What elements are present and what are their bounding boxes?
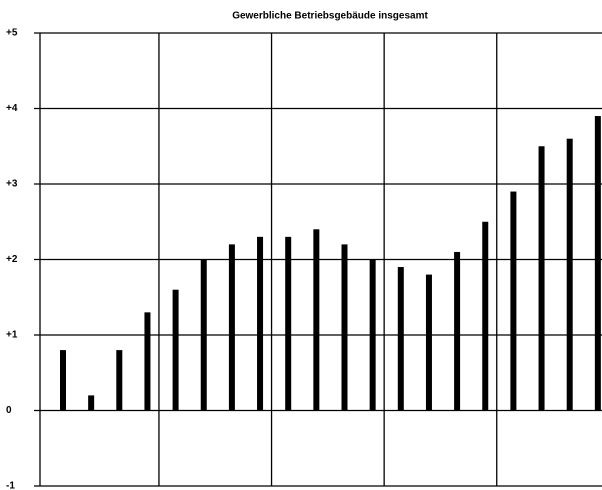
bar xyxy=(566,138,573,411)
bar xyxy=(425,274,432,411)
bar xyxy=(482,221,489,411)
bar xyxy=(144,312,151,411)
y-tick-label: 0 xyxy=(6,405,12,416)
bar xyxy=(369,259,376,411)
y-tick-label: +3 xyxy=(6,179,18,190)
bar xyxy=(510,191,517,411)
y-tick-label: +1 xyxy=(6,330,18,341)
bar xyxy=(454,251,461,411)
bar xyxy=(313,229,320,411)
bar xyxy=(397,267,404,411)
bar xyxy=(228,244,235,411)
bar xyxy=(285,236,292,411)
y-tick-label: +5 xyxy=(6,28,18,39)
bar xyxy=(172,289,179,411)
bar xyxy=(341,244,348,411)
bar xyxy=(200,259,207,411)
bar xyxy=(594,116,601,411)
bar xyxy=(538,146,545,411)
y-tick-label: -1 xyxy=(6,481,15,490)
y-tick-label: +2 xyxy=(6,254,18,265)
bar xyxy=(257,236,264,411)
chart-title: Gewerbliche Betriebsgebäude insgesamt xyxy=(232,11,428,22)
y-tick-label: +4 xyxy=(6,103,18,114)
bar xyxy=(88,395,95,411)
bar xyxy=(116,350,123,411)
bar xyxy=(60,350,66,411)
